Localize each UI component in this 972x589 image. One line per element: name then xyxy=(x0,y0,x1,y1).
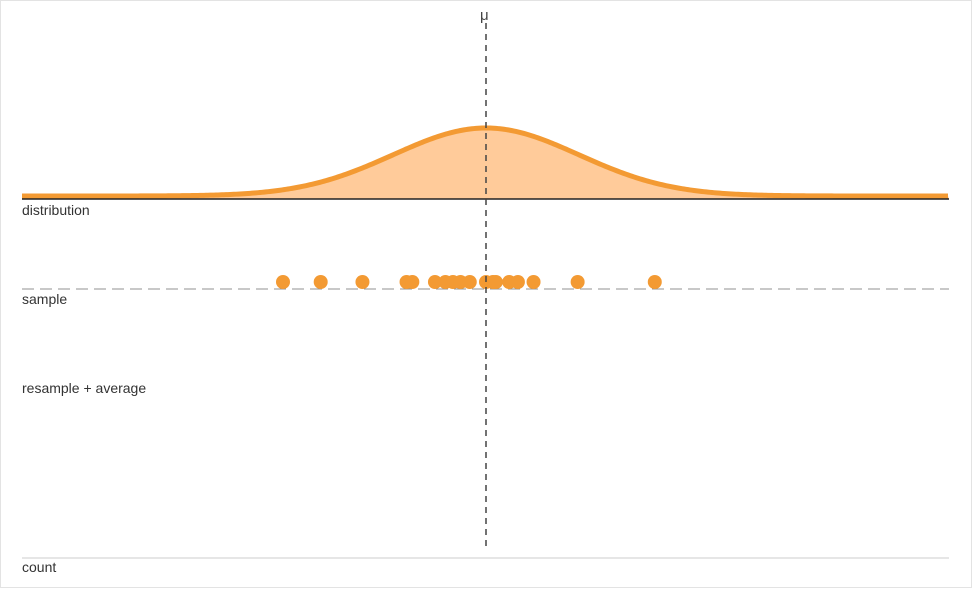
sample-points xyxy=(276,275,662,289)
count-label: count xyxy=(22,559,57,575)
sample-point xyxy=(427,275,442,289)
sample-point xyxy=(313,275,328,289)
resample-label: resample + average xyxy=(22,380,147,396)
sample-point xyxy=(488,275,503,289)
distribution-curve xyxy=(21,125,949,199)
sample-point xyxy=(570,275,585,289)
distribution-area xyxy=(22,128,949,199)
distribution-label: distribution xyxy=(22,202,90,218)
sample-point xyxy=(276,275,290,289)
sample-point xyxy=(355,275,370,289)
sample-point xyxy=(526,275,541,289)
sample-point xyxy=(510,275,525,289)
sample-point xyxy=(647,275,662,289)
sample-label: sample xyxy=(22,291,68,307)
mean-label: μ xyxy=(480,7,489,24)
sample-point xyxy=(462,275,477,289)
sample-point xyxy=(405,275,420,289)
